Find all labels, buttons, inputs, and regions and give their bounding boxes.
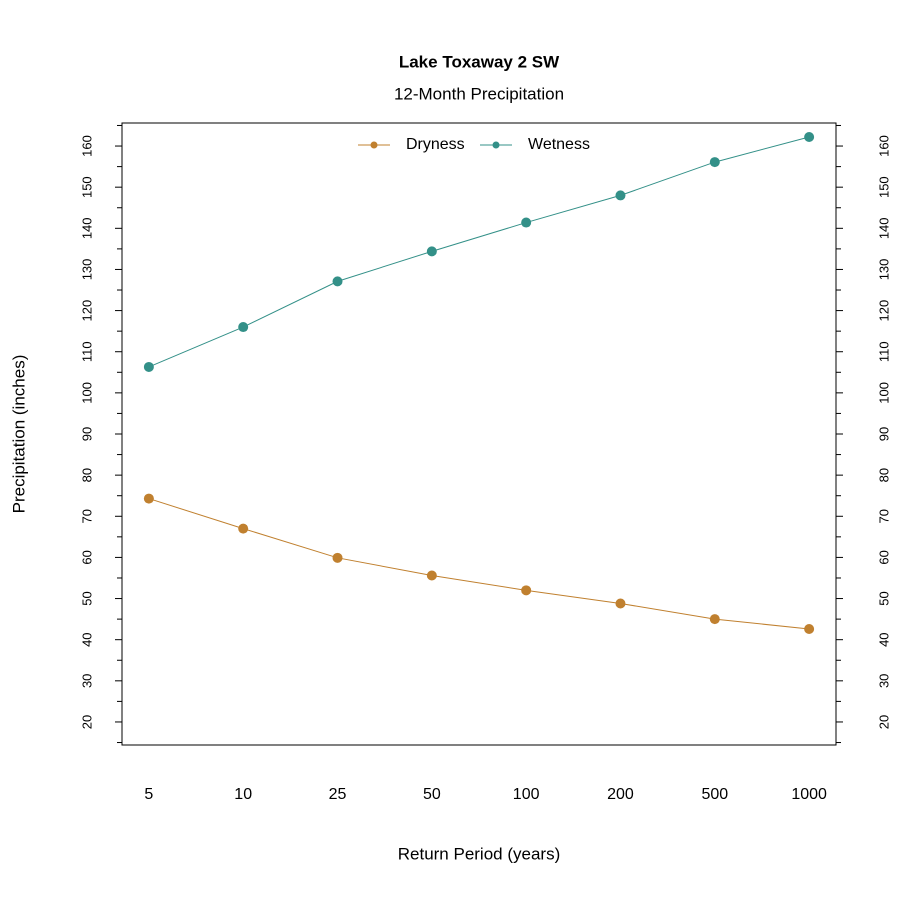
data-point [615,598,626,609]
x-tick-label: 25 [329,786,347,803]
data-point [426,246,437,257]
y2-tick-label: 120 [876,300,891,322]
y-tick-label: 50 [79,591,94,605]
data-point [521,585,532,596]
y-tick-label: 140 [79,217,94,239]
data-point [143,361,154,372]
y-tick-label: 160 [79,135,94,157]
y2-tick-label: 70 [876,509,891,523]
y-tick-label: 30 [79,674,94,688]
y-tick-label: 150 [79,176,94,198]
legend-label: Dryness [406,136,465,153]
data-point [804,131,815,142]
y-tick-label: 20 [79,715,94,729]
x-tick-label: 5 [144,786,153,803]
y2-tick-label: 150 [876,176,891,198]
data-point [615,190,626,201]
y2-tick-label: 20 [876,715,891,729]
data-point [332,552,343,563]
y-tick-label: 40 [79,632,94,646]
chart-subtitle: 12-Month Precipitation [394,84,564,103]
y2-tick-label: 90 [876,427,891,441]
data-point [709,157,720,168]
y-tick-label: 70 [79,509,94,523]
y2-tick-label: 110 [876,341,891,362]
y2-tick-label: 60 [876,550,891,564]
x-tick-label: 1000 [791,786,827,803]
y2-tick-label: 140 [876,217,891,239]
legend-label: Wetness [528,136,590,153]
data-point [426,570,437,581]
y-axis-label: Precipitation (inches) [9,355,28,514]
y2-tick-label: 40 [876,632,891,646]
y-tick-label: 130 [79,259,94,281]
legend-marker [370,141,378,149]
y2-tick-label: 160 [876,135,891,157]
legend-marker [492,141,500,149]
y2-tick-label: 80 [876,468,891,482]
data-point [521,217,532,228]
y-tick-label: 90 [79,427,94,441]
x-tick-label: 100 [513,786,540,803]
x-tick-label: 200 [607,786,634,803]
x-tick-label: 10 [234,786,252,803]
y-tick-label: 110 [79,341,94,362]
y2-tick-label: 50 [876,591,891,605]
data-point [332,276,343,287]
x-tick-label: 50 [423,786,441,803]
chart-title: Lake Toxaway 2 SW [399,52,560,71]
data-point [143,493,154,504]
y-tick-label: 80 [79,468,94,482]
data-point [804,623,815,634]
series-line [148,136,810,368]
x-tick-label: 500 [701,786,728,803]
data-point [238,322,249,333]
y2-tick-label: 130 [876,259,891,281]
series-line [148,498,810,630]
data-point [238,523,249,534]
y2-tick-label: 100 [876,382,891,404]
y2-tick-label: 30 [876,674,891,688]
x-axis-label: Return Period (years) [398,844,561,863]
data-point [709,614,720,625]
y-tick-label: 120 [79,300,94,322]
y-tick-label: 100 [79,382,94,404]
y-tick-label: 60 [79,550,94,564]
